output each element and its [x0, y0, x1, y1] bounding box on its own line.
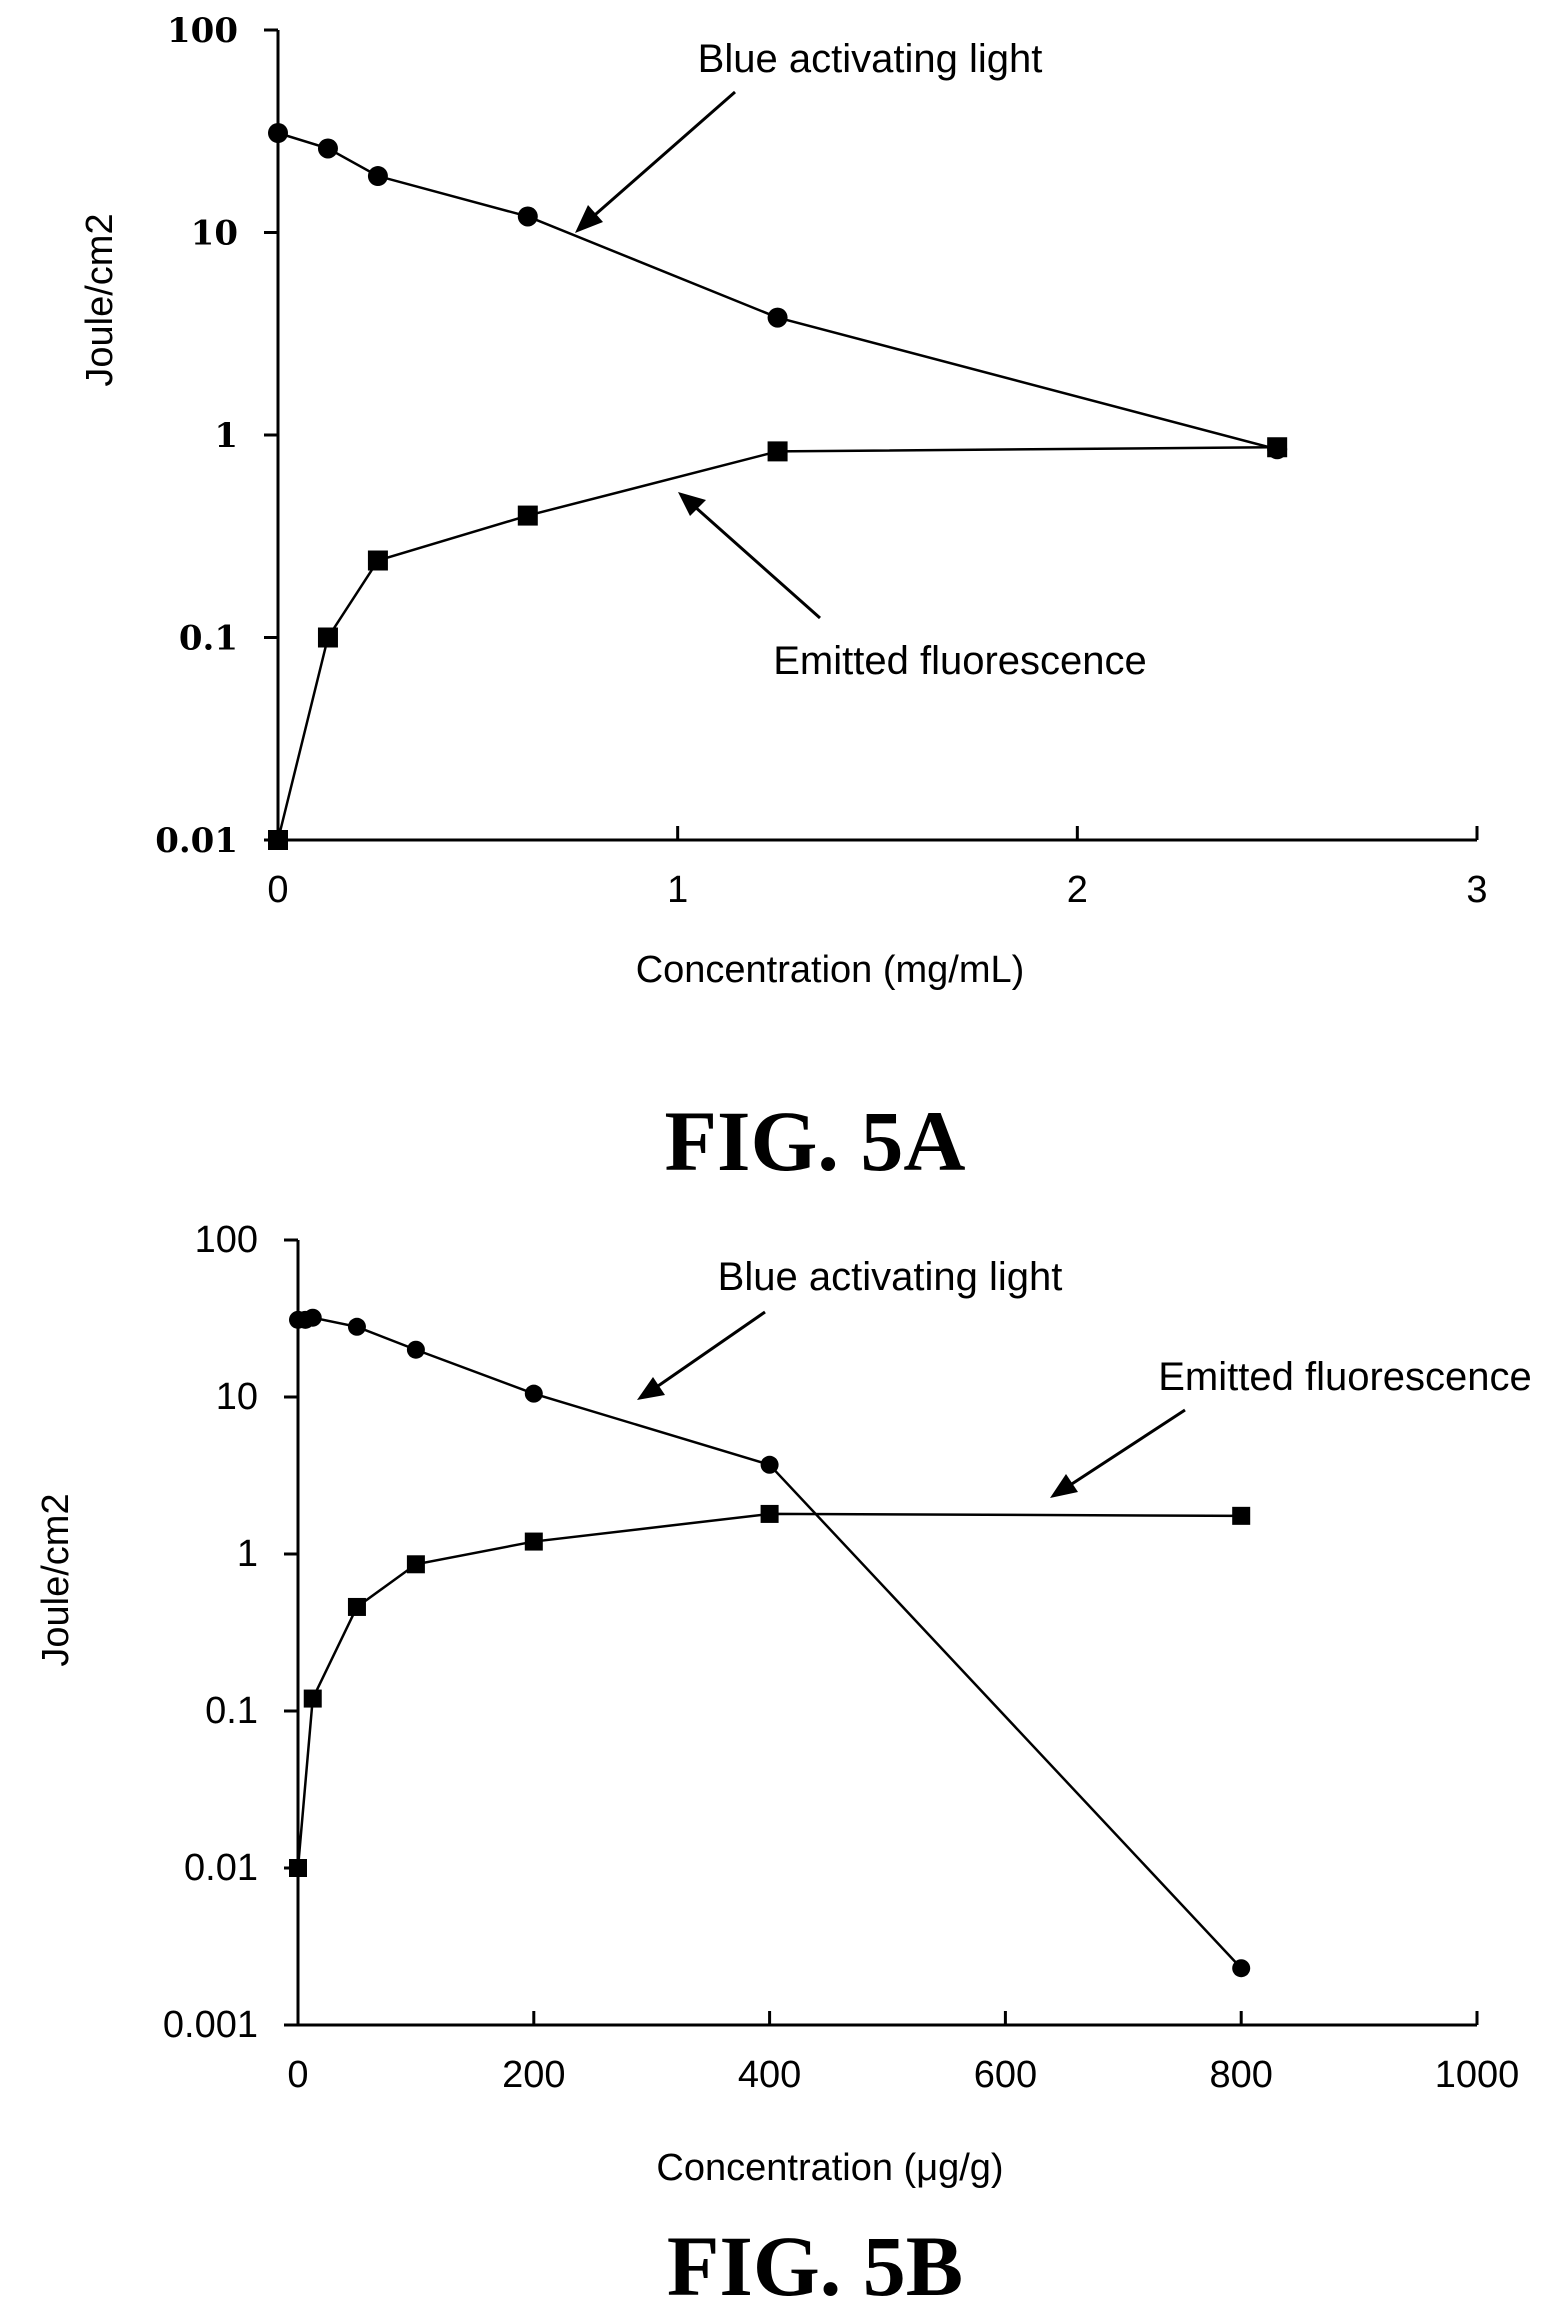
chart-b-x-axis-label: Concentration (μg/g)	[656, 2147, 1003, 2189]
chart-a-y-tick-label: 1	[214, 416, 238, 456]
chart-b-point-blue-activating-light	[347, 1317, 366, 1336]
chart-b-point-emitted-fluorescence	[406, 1555, 425, 1574]
chart-b-x-tick-label: 400	[738, 2054, 801, 2096]
chart-b-annotation-fluorescence-arrow	[1050, 1408, 1186, 1498]
chart-a-line-emitted-fluorescence	[276, 445, 1278, 841]
chart-b-y-axis-label: Joule/cm2	[35, 1493, 77, 1666]
chart-b-point-blue-activating-light	[1232, 1959, 1251, 1978]
chart-b-series-layer	[289, 1308, 1251, 1978]
chart-b-point-blue-activating-light	[406, 1340, 425, 1359]
fig-5a-caption: FIG. 5A	[665, 1093, 966, 1189]
chart-a-series-layer	[268, 122, 1288, 850]
chart-a-x-tick-label: 2	[1067, 869, 1088, 911]
chart-a-annotation-blue-light: Blue activating light	[698, 37, 1043, 81]
chart-a-series-emitted-fluorescence	[268, 437, 1288, 850]
chart-a-axes: 0.01 0.1 1 10 100 0 1 2 3	[155, 11, 1487, 911]
chart-a-point-blue-activating-light	[767, 307, 788, 328]
chart-b-x-tick-label: 200	[502, 2054, 565, 2096]
chart-b-point-emitted-fluorescence	[303, 1689, 322, 1708]
chart-a-annotation-fluorescence: Emitted fluorescence	[773, 639, 1147, 683]
chart-a-y-tick-label: 0.01	[155, 821, 238, 861]
chart-a-annotation-fluorescence-arrow	[678, 492, 821, 620]
chart-b-point-emitted-fluorescence	[289, 1859, 307, 1877]
fig-5b-caption: FIG. 5B	[667, 2218, 963, 2314]
chart-a-series-blue-activating-light	[268, 122, 1288, 460]
chart-b-annotation-fluorescence: Emitted fluorescence	[1158, 1355, 1532, 1399]
chart-a-point-blue-activating-light	[367, 166, 388, 187]
chart-b-point-blue-activating-light	[524, 1384, 543, 1403]
chart-b-point-emitted-fluorescence	[1232, 1506, 1251, 1525]
chart-a-y-axis-label: Joule/cm2	[79, 213, 121, 386]
chart-b-y-tick-label: 0.01	[184, 1847, 258, 1889]
chart-a-annotation-blue-light-arrow	[575, 90, 736, 233]
chart-a-point-emitted-fluorescence	[767, 441, 788, 462]
chart-a-y-tick-label: 0.1	[179, 619, 238, 659]
chart-b-annotation-blue-light: Blue activating light	[718, 1255, 1063, 1299]
chart-a-point-blue-activating-light	[317, 138, 338, 159]
chart-a-point-emitted-fluorescence	[367, 550, 388, 571]
chart-a-point-blue-activating-light	[517, 206, 538, 227]
chart-a-point-emitted-fluorescence	[268, 830, 288, 850]
chart-a-x-axis-label: Concentration (mg/mL)	[636, 949, 1025, 991]
chart-a-x-tick-label: 0	[267, 869, 288, 911]
chart-b-y-tick-label: 0.1	[205, 1690, 258, 1732]
chart-b-x-tick-label: 1000	[1435, 2054, 1520, 2096]
chart-b-series-emitted-fluorescence	[289, 1504, 1251, 1877]
chart-b-y-tick-label: 10	[216, 1376, 258, 1418]
chart-b-annotation-blue-light-arrow	[637, 1310, 766, 1400]
chart-b-point-emitted-fluorescence	[760, 1504, 779, 1523]
chart-b-series-blue-activating-light	[289, 1308, 1251, 1978]
chart-b-x-tick-label: 600	[974, 2054, 1037, 2096]
chart-b-line-blue-activating-light	[298, 1316, 1243, 1970]
chart-a-point-emitted-fluorescence	[1267, 437, 1288, 458]
chart-b-point-blue-activating-light	[760, 1455, 779, 1474]
chart-a-y-tick-label: 10	[191, 214, 238, 254]
chart-b-point-emitted-fluorescence	[347, 1597, 366, 1616]
chart-b-y-tick-label: 100	[195, 1219, 258, 1261]
chart-a-x-tick-label: 3	[1466, 869, 1487, 911]
chart-b-y-tick-label: 0.001	[163, 2004, 258, 2046]
chart-b-x-tick-label: 800	[1209, 2054, 1272, 2096]
chart-a-point-emitted-fluorescence	[317, 627, 338, 648]
chart-a-x-tick-label: 1	[667, 869, 688, 911]
chart-a-line-blue-activating-light	[277, 131, 1278, 451]
chart-b-point-emitted-fluorescence	[524, 1532, 543, 1551]
chart-fig-5a: 0.01 0.1 1 10 100 0 1 2 3 Joule/cm2 Concentratio…	[79, 11, 1488, 1189]
chart-b-y-tick-label: 1	[237, 1533, 258, 1575]
chart-b-line-emitted-fluorescence	[296, 1512, 1242, 1869]
chart-a-point-blue-activating-light	[268, 122, 288, 143]
chart-b-point-blue-activating-light	[303, 1308, 322, 1327]
chart-a-point-emitted-fluorescence	[517, 505, 538, 526]
chart-b-x-tick-label: 0	[287, 2054, 308, 2096]
chart-a-y-tick-label: 100	[167, 11, 238, 51]
